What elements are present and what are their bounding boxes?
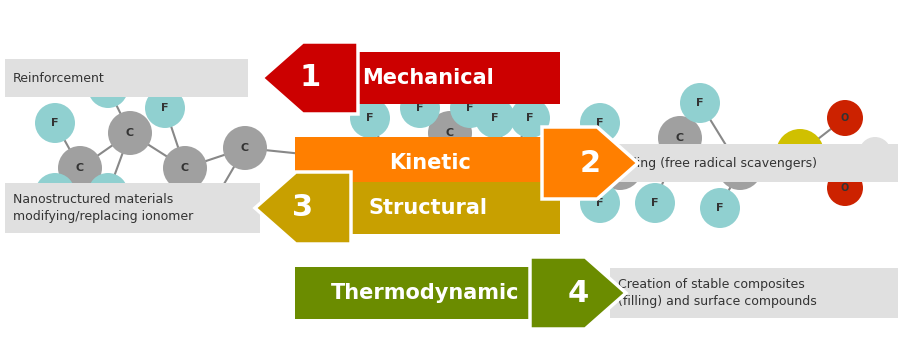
Text: F: F — [206, 203, 214, 213]
Text: C: C — [506, 158, 514, 168]
Text: F: F — [104, 188, 112, 198]
FancyBboxPatch shape — [5, 183, 260, 233]
Circle shape — [510, 98, 550, 138]
Text: Creation of stable composites
(filling) and surface compounds: Creation of stable composites (filling) … — [618, 278, 817, 308]
Circle shape — [190, 188, 230, 228]
Circle shape — [163, 146, 207, 190]
Polygon shape — [262, 42, 358, 114]
FancyBboxPatch shape — [295, 52, 560, 104]
Text: S: S — [796, 148, 804, 158]
Text: C: C — [736, 163, 744, 173]
Text: C: C — [676, 133, 684, 143]
Circle shape — [88, 68, 128, 108]
Text: H: H — [871, 148, 879, 158]
Circle shape — [680, 83, 720, 123]
Text: 1: 1 — [300, 64, 320, 93]
Circle shape — [58, 146, 102, 190]
Text: Nanostructured materials
modifying/replacing ionomer: Nanostructured materials modifying/repla… — [13, 193, 193, 223]
Text: F: F — [366, 113, 373, 123]
Text: C: C — [181, 163, 189, 173]
Polygon shape — [255, 172, 351, 244]
Text: Reinforcement: Reinforcement — [13, 72, 104, 85]
Circle shape — [450, 88, 490, 128]
FancyBboxPatch shape — [612, 144, 898, 182]
Text: C: C — [126, 128, 134, 138]
Circle shape — [223, 126, 267, 170]
Text: C: C — [76, 163, 84, 173]
Circle shape — [776, 129, 824, 177]
Circle shape — [108, 111, 152, 155]
FancyBboxPatch shape — [610, 268, 898, 318]
Text: F: F — [104, 83, 112, 93]
Text: 4: 4 — [567, 278, 589, 307]
Circle shape — [368, 141, 412, 185]
Circle shape — [428, 111, 472, 155]
Text: F: F — [161, 208, 169, 218]
Circle shape — [475, 98, 515, 138]
FancyBboxPatch shape — [295, 182, 560, 234]
Text: C: C — [616, 163, 624, 173]
Text: F: F — [51, 118, 59, 128]
Circle shape — [635, 183, 675, 223]
Circle shape — [718, 146, 762, 190]
Text: F: F — [466, 103, 473, 113]
Circle shape — [658, 116, 702, 160]
Text: Structural: Structural — [368, 198, 487, 218]
FancyBboxPatch shape — [295, 137, 565, 189]
FancyBboxPatch shape — [295, 267, 555, 319]
Text: O: O — [841, 113, 849, 123]
Text: Thermodynamic: Thermodynamic — [331, 283, 519, 303]
Text: C: C — [241, 143, 249, 153]
Text: C: C — [386, 158, 394, 168]
Text: F: F — [596, 198, 604, 208]
Circle shape — [859, 137, 891, 169]
Text: F: F — [161, 103, 169, 113]
Circle shape — [700, 188, 740, 228]
Circle shape — [827, 100, 863, 136]
Circle shape — [580, 183, 620, 223]
Text: F: F — [416, 103, 424, 113]
Circle shape — [145, 193, 185, 233]
Polygon shape — [542, 127, 638, 199]
Circle shape — [35, 103, 75, 143]
Text: O: O — [841, 183, 849, 193]
Circle shape — [580, 103, 620, 143]
Circle shape — [145, 88, 185, 128]
Text: Mechanical: Mechanical — [362, 68, 493, 88]
FancyBboxPatch shape — [5, 59, 248, 97]
Circle shape — [35, 173, 75, 213]
Text: 2: 2 — [580, 148, 600, 178]
Text: F: F — [697, 98, 704, 108]
Text: F: F — [652, 198, 659, 208]
Text: F: F — [526, 113, 534, 123]
Circle shape — [598, 146, 642, 190]
Text: F: F — [51, 188, 59, 198]
Text: F: F — [716, 203, 724, 213]
Text: F: F — [596, 118, 604, 128]
Circle shape — [88, 173, 128, 213]
Circle shape — [400, 88, 440, 128]
Text: Kinetic: Kinetic — [389, 153, 471, 173]
Polygon shape — [530, 257, 626, 329]
Circle shape — [350, 98, 390, 138]
Circle shape — [827, 170, 863, 206]
Text: C: C — [446, 128, 454, 138]
Text: 3: 3 — [292, 193, 313, 223]
Text: Filling (free radical scavengers): Filling (free radical scavengers) — [620, 156, 817, 170]
Text: F: F — [491, 113, 499, 123]
Circle shape — [488, 141, 532, 185]
